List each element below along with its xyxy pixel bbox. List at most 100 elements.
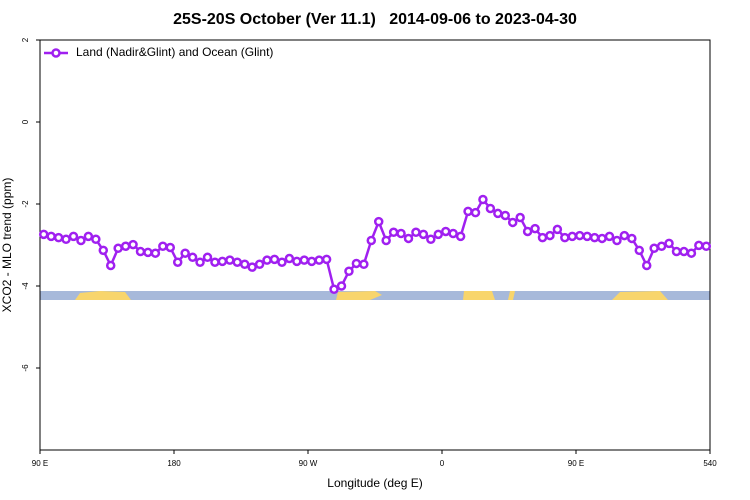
point xyxy=(210,257,220,267)
point xyxy=(597,233,607,244)
point xyxy=(195,257,205,267)
point xyxy=(172,257,183,267)
point xyxy=(530,223,540,234)
point xyxy=(455,231,466,242)
point xyxy=(537,232,548,243)
point xyxy=(128,239,138,250)
point xyxy=(46,231,56,242)
point xyxy=(38,229,49,240)
point xyxy=(306,256,317,267)
point xyxy=(53,232,64,243)
y-tick-label: 2 xyxy=(21,37,30,42)
x-axis-label: Longitude (deg E) xyxy=(327,476,422,490)
y-tick-label: 0 xyxy=(21,119,30,124)
point xyxy=(545,230,555,241)
point xyxy=(239,259,250,270)
point xyxy=(694,240,704,251)
point xyxy=(202,252,213,263)
y-tick-label: -2 xyxy=(21,200,30,208)
point xyxy=(567,231,578,242)
point xyxy=(135,246,146,257)
surface-strip xyxy=(40,291,710,300)
point xyxy=(500,210,511,221)
point xyxy=(701,241,712,251)
point xyxy=(344,266,354,276)
point xyxy=(470,207,481,218)
point xyxy=(522,226,533,237)
legend-marker xyxy=(51,48,61,58)
point xyxy=(269,254,280,265)
land xyxy=(508,291,515,300)
point xyxy=(463,206,473,217)
point xyxy=(612,235,622,246)
plot-frame xyxy=(39,39,711,451)
point xyxy=(656,241,667,251)
point xyxy=(247,262,257,272)
point xyxy=(686,248,697,258)
point xyxy=(493,208,503,219)
point xyxy=(627,233,637,244)
point xyxy=(671,246,682,257)
point xyxy=(187,252,198,263)
point xyxy=(411,227,421,238)
point xyxy=(381,235,391,246)
point xyxy=(98,245,109,256)
point xyxy=(604,231,615,242)
point xyxy=(292,256,302,267)
point xyxy=(321,254,332,265)
y-tick-label: -4 xyxy=(21,282,30,290)
point xyxy=(440,226,451,237)
point xyxy=(143,247,153,258)
point xyxy=(262,255,272,265)
legend-label: Land (Nadir&Glint) and Ocean (Glint) xyxy=(76,45,273,59)
land xyxy=(612,291,668,300)
point xyxy=(552,224,563,235)
point xyxy=(396,228,406,239)
x-tick-label: 90 E xyxy=(32,459,48,468)
point xyxy=(180,248,190,258)
point xyxy=(314,255,324,265)
series-line xyxy=(43,197,707,292)
point xyxy=(433,229,444,240)
y-tick-label: -6 xyxy=(21,364,30,372)
point xyxy=(507,217,518,228)
point xyxy=(649,243,659,254)
point xyxy=(359,259,369,270)
point xyxy=(254,259,265,270)
point xyxy=(91,234,101,245)
point xyxy=(373,216,384,227)
point xyxy=(329,284,339,295)
point xyxy=(448,228,458,239)
point xyxy=(485,203,496,214)
point xyxy=(105,260,116,271)
point xyxy=(478,194,488,205)
x-tick-label: 180 xyxy=(167,459,181,468)
point xyxy=(68,231,79,242)
point xyxy=(61,234,71,245)
point xyxy=(418,229,429,240)
point xyxy=(574,230,585,241)
point xyxy=(351,258,362,269)
point xyxy=(366,235,377,246)
point xyxy=(403,233,414,244)
point xyxy=(277,257,287,267)
point xyxy=(634,245,645,256)
land xyxy=(463,291,495,300)
land xyxy=(75,291,131,300)
point xyxy=(165,242,176,253)
point xyxy=(150,248,161,258)
chart-title: 25S-20S October (Ver 11.1) 2014-09-06 to… xyxy=(173,11,577,28)
point xyxy=(158,241,168,251)
point xyxy=(641,260,652,271)
point xyxy=(217,256,228,267)
point xyxy=(679,246,689,257)
point xyxy=(664,238,674,249)
point xyxy=(120,241,131,251)
point xyxy=(426,234,436,245)
point xyxy=(388,227,399,238)
point xyxy=(113,243,123,254)
point xyxy=(232,257,243,267)
point xyxy=(589,232,600,243)
land xyxy=(336,291,382,300)
